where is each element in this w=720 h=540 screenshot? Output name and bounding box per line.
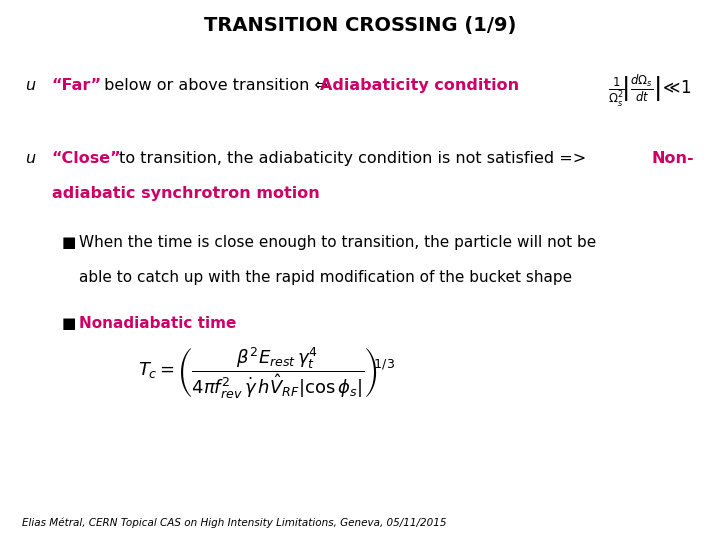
Text: Adiabaticity condition: Adiabaticity condition xyxy=(320,78,520,93)
Text: “Far”: “Far” xyxy=(52,78,102,93)
Text: TRANSITION CROSSING (1/9): TRANSITION CROSSING (1/9) xyxy=(204,16,516,35)
Text: “Close”: “Close” xyxy=(52,151,122,166)
Text: $T_c = \left(\dfrac{\beta^2 E_{rest}\,\gamma_t^4}{4\pi f_{rev}^2\,\dot{\gamma}\,: $T_c = \left(\dfrac{\beta^2 E_{rest}\,\g… xyxy=(138,346,395,401)
Text: $\frac{1}{\Omega_s^2}\!\left|\frac{d\Omega_s}{dt}\right| \!\ll\! 1$: $\frac{1}{\Omega_s^2}\!\left|\frac{d\Ome… xyxy=(608,73,691,109)
Text: below or above transition ⇔: below or above transition ⇔ xyxy=(99,78,333,93)
Text: ■: ■ xyxy=(61,316,76,331)
Text: adiabatic synchrotron motion: adiabatic synchrotron motion xyxy=(52,186,320,201)
Text: When the time is close enough to transition, the particle will not be: When the time is close enough to transit… xyxy=(79,235,596,250)
Text: Elias Métral, CERN Topical CAS on High Intensity Limitations, Geneva, 05/11/2015: Elias Métral, CERN Topical CAS on High I… xyxy=(22,518,446,528)
Text: Non-: Non- xyxy=(652,151,694,166)
Text: u: u xyxy=(25,151,35,166)
Text: able to catch up with the rapid modification of the bucket shape: able to catch up with the rapid modifica… xyxy=(79,270,572,285)
Text: to transition, the adiabaticity condition is not satisfied =>: to transition, the adiabaticity conditio… xyxy=(114,151,591,166)
Text: Nonadiabatic time: Nonadiabatic time xyxy=(79,316,237,331)
Text: ■: ■ xyxy=(61,235,76,250)
Text: u: u xyxy=(25,78,35,93)
